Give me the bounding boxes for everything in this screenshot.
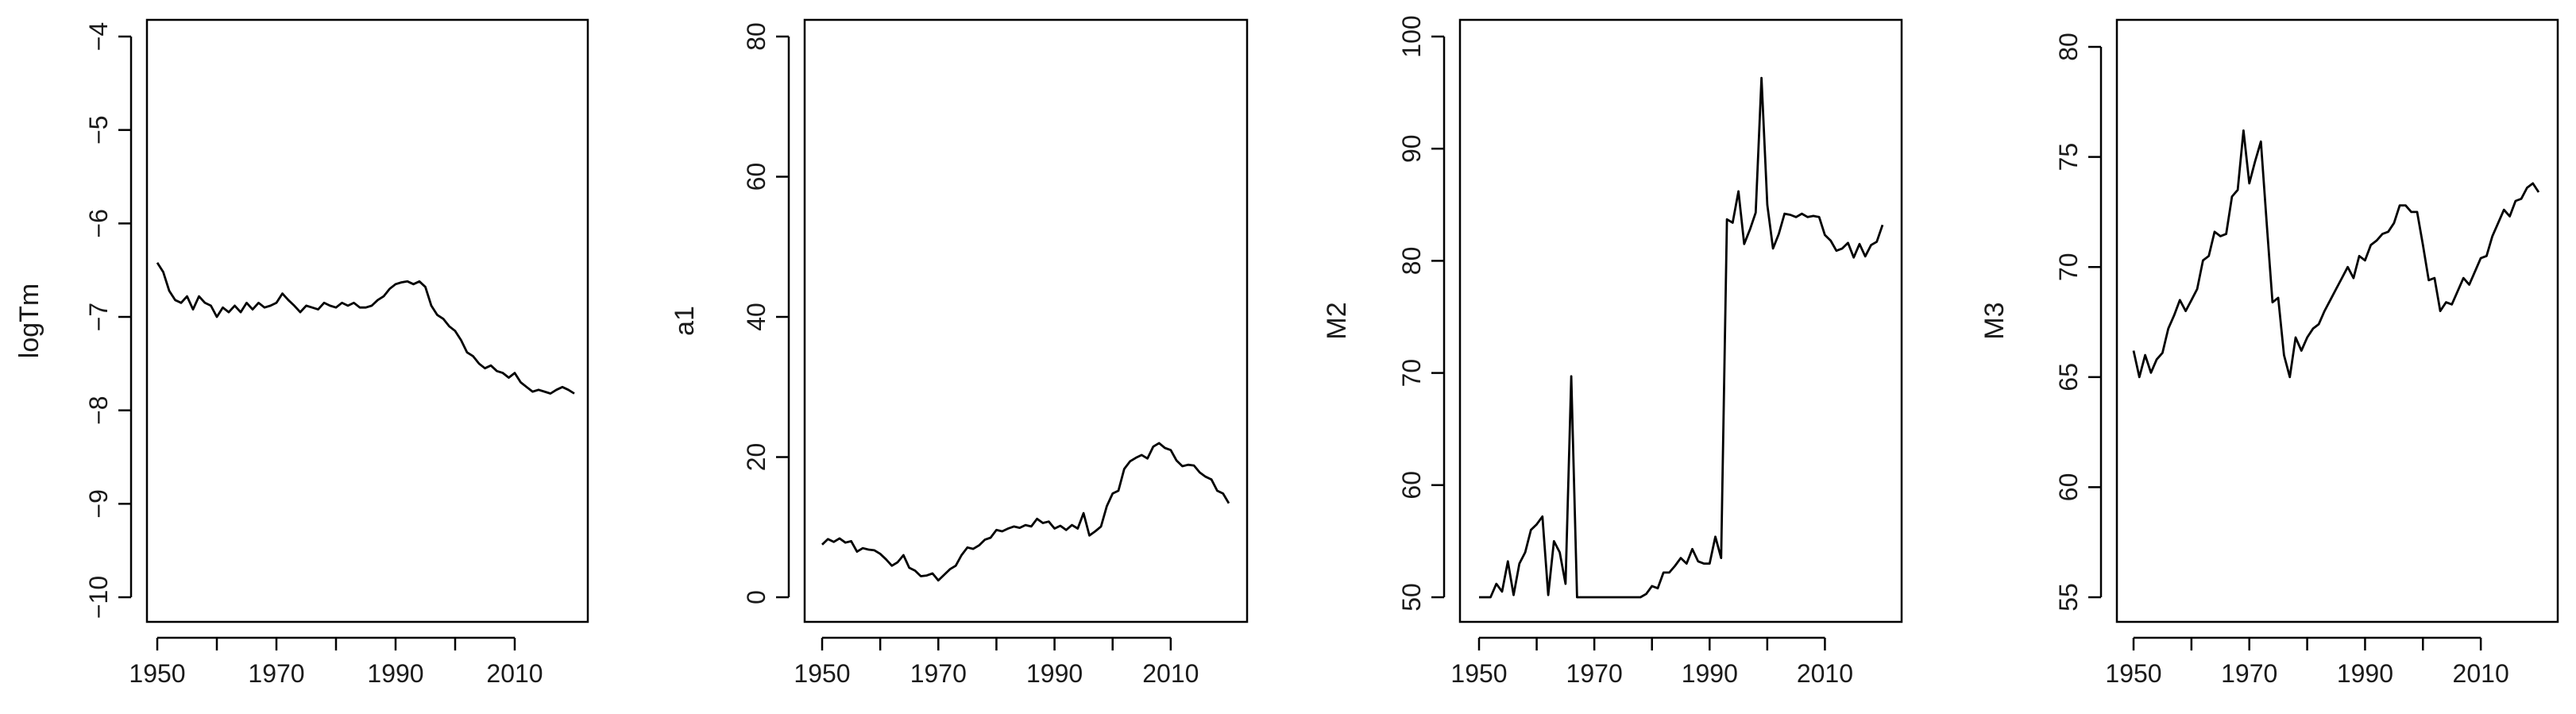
- y-axis-label: a1: [670, 306, 700, 336]
- x-tick-label: 1970: [910, 659, 967, 688]
- x-tick-label: 2010: [1797, 659, 1853, 688]
- series-line: [1479, 76, 1884, 599]
- x-tick-label: 1990: [2337, 659, 2393, 688]
- plot-frame: [2115, 18, 2559, 623]
- y-axis-label: logTm: [14, 284, 44, 358]
- x-tick-label: 2010: [1142, 659, 1199, 688]
- x-tick-label: 1970: [248, 659, 304, 688]
- plot-frame: [803, 18, 1249, 623]
- plot-frame: [145, 18, 589, 623]
- x-tick-label: 1990: [1026, 659, 1083, 688]
- x-tick-label: 1950: [794, 659, 850, 688]
- y-tick-label: −10: [84, 576, 113, 619]
- x-tick-label: 1950: [2105, 659, 2161, 688]
- y-tick-label: 90: [1397, 134, 1426, 163]
- y-tick-label: 70: [1397, 359, 1426, 388]
- y-axis-label: M3: [1979, 302, 2010, 339]
- y-tick-label: 0: [742, 590, 770, 604]
- x-tick-label: 1970: [1566, 659, 1623, 688]
- x-tick-label: 1950: [1450, 659, 1507, 688]
- y-tick-label: −4: [84, 22, 113, 51]
- y-tick-label: 20: [742, 443, 770, 472]
- panel-4: 1950 1970 1990 2010 55 60 65 70 75 80 M3: [1979, 18, 2559, 688]
- x-tick-label: 1970: [2221, 659, 2277, 688]
- y-tick-label: −6: [84, 209, 113, 237]
- y-tick-label: −9: [84, 489, 113, 518]
- y-tick-label: 50: [1397, 583, 1426, 612]
- panel-3: 1950 1970 1990 2010 50 60 70 80 90 100 M2: [1322, 15, 1903, 688]
- y-axis-label: M2: [1322, 302, 1352, 339]
- y-tick-label: 75: [2054, 143, 2083, 172]
- y-tick-label: 60: [2054, 473, 2083, 502]
- x-tick-label: 2010: [486, 659, 543, 688]
- panel-2: 1950 1970 1990 2010 0 20 40 60 80 a1: [670, 18, 1249, 688]
- x-tick-label: 1950: [129, 659, 185, 688]
- y-tick-label: 60: [1397, 471, 1426, 500]
- y-tick-label: 60: [742, 163, 770, 191]
- y-tick-label: −5: [84, 115, 113, 144]
- y-tick-label: 80: [742, 22, 770, 51]
- y-tick-label: 40: [742, 303, 770, 331]
- series-line: [156, 262, 575, 395]
- plot-frame: [1458, 18, 1903, 623]
- y-tick-label: 55: [2054, 583, 2083, 612]
- y-tick-label: −8: [84, 396, 113, 424]
- series-line: [2132, 129, 2540, 379]
- y-tick-label: 70: [2054, 253, 2083, 281]
- y-tick-label: 80: [1397, 247, 1426, 276]
- series-line: [821, 442, 1230, 582]
- x-tick-label: 1990: [367, 659, 423, 688]
- x-tick-label: 2010: [2453, 659, 2509, 688]
- panel-1: 1950 1970 1990 2010 −10 −9 −8 −7 −6 −5 −4 logTm: [14, 18, 589, 688]
- x-tick-label: 1990: [1682, 659, 1738, 688]
- y-tick-label: 80: [2054, 33, 2083, 61]
- y-tick-label: −7: [84, 303, 113, 331]
- y-tick-label: 65: [2054, 363, 2083, 392]
- y-tick-label: 100: [1397, 15, 1426, 57]
